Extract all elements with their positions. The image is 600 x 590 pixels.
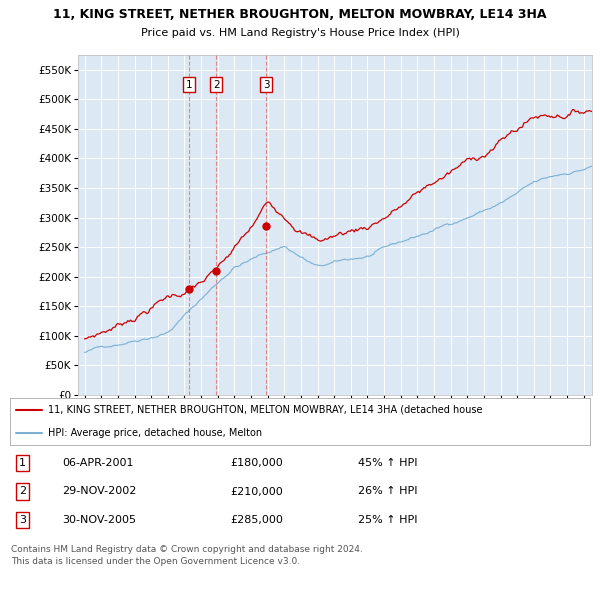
Text: 3: 3 (19, 515, 26, 525)
Text: 26% ↑ HPI: 26% ↑ HPI (358, 487, 418, 497)
Text: Contains HM Land Registry data © Crown copyright and database right 2024.
This d: Contains HM Land Registry data © Crown c… (11, 545, 362, 566)
Text: 11, KING STREET, NETHER BROUGHTON, MELTON MOWBRAY, LE14 3HA: 11, KING STREET, NETHER BROUGHTON, MELTO… (53, 8, 547, 21)
Text: £285,000: £285,000 (230, 515, 283, 525)
Text: £180,000: £180,000 (230, 458, 283, 468)
Text: £210,000: £210,000 (230, 487, 283, 497)
Text: 3: 3 (263, 80, 269, 90)
Text: 11, KING STREET, NETHER BROUGHTON, MELTON MOWBRAY, LE14 3HA (detached house: 11, KING STREET, NETHER BROUGHTON, MELTO… (48, 405, 482, 415)
Text: 30-NOV-2005: 30-NOV-2005 (62, 515, 136, 525)
Text: 29-NOV-2002: 29-NOV-2002 (62, 487, 137, 497)
Text: Price paid vs. HM Land Registry's House Price Index (HPI): Price paid vs. HM Land Registry's House … (140, 28, 460, 38)
Text: 1: 1 (185, 80, 192, 90)
Text: 2: 2 (213, 80, 220, 90)
Text: 45% ↑ HPI: 45% ↑ HPI (358, 458, 418, 468)
Text: 1: 1 (19, 458, 26, 468)
Text: 2: 2 (19, 487, 26, 497)
Text: HPI: Average price, detached house, Melton: HPI: Average price, detached house, Melt… (48, 428, 262, 438)
Text: 06-APR-2001: 06-APR-2001 (62, 458, 134, 468)
Text: 25% ↑ HPI: 25% ↑ HPI (358, 515, 418, 525)
